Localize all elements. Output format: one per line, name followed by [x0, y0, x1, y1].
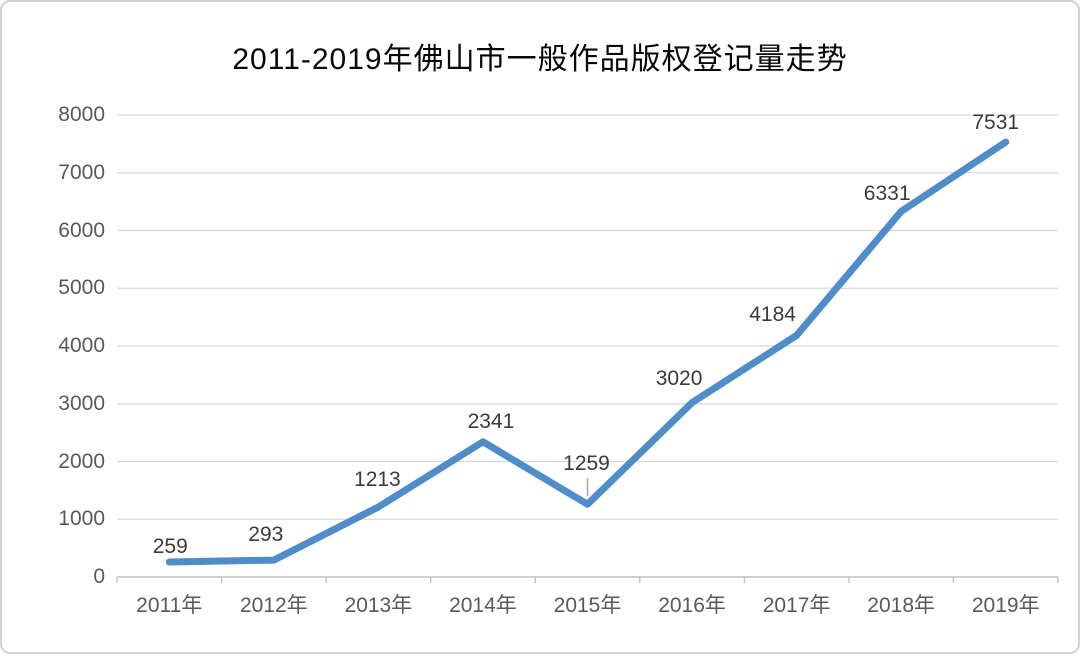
data-label: 6331 [863, 182, 911, 206]
x-axis-tick-label: 2017年 [762, 594, 831, 617]
y-axis-tick-label: 1000 [58, 507, 105, 531]
data-label: 4184 [749, 303, 796, 327]
x-axis-tick-label: 2013年 [344, 594, 413, 617]
y-axis-tick-label: 7000 [58, 160, 105, 184]
y-axis-tick-label: 3000 [58, 391, 105, 415]
data-label: 3020 [655, 366, 703, 390]
x-axis-tick-label: 2016年 [658, 594, 726, 617]
y-axis-tick-label: 8000 [58, 103, 105, 126]
data-label: 259 [152, 535, 188, 559]
y-axis-tick-label: 4000 [58, 334, 105, 357]
y-axis-tick-label: 6000 [58, 218, 105, 242]
data-label: 2341 [467, 409, 515, 433]
y-axis-tick-label: 2000 [58, 449, 105, 473]
data-label: 1213 [354, 467, 401, 491]
x-axis-tick-label: 2019年 [971, 594, 1040, 617]
x-axis-tick-label: 2011年 [136, 594, 203, 617]
x-axis-tick-label: 2014年 [449, 594, 517, 617]
chart-title: 2011-2019年佛山市一般作品版权登记量走势 [232, 43, 848, 76]
x-axis-tick-label: 2015年 [553, 594, 622, 617]
y-axis-tick-label: 5000 [58, 276, 105, 300]
x-axis-tick-label: 2012年 [239, 594, 308, 617]
y-axis-tick-label: 0 [93, 565, 105, 588]
data-label: 1259 [563, 452, 610, 476]
data-label: 293 [248, 523, 284, 547]
x-axis-tick-label: 2018年 [867, 594, 936, 617]
trend-line [165, 138, 1010, 566]
data-label: 7531 [972, 111, 1020, 135]
